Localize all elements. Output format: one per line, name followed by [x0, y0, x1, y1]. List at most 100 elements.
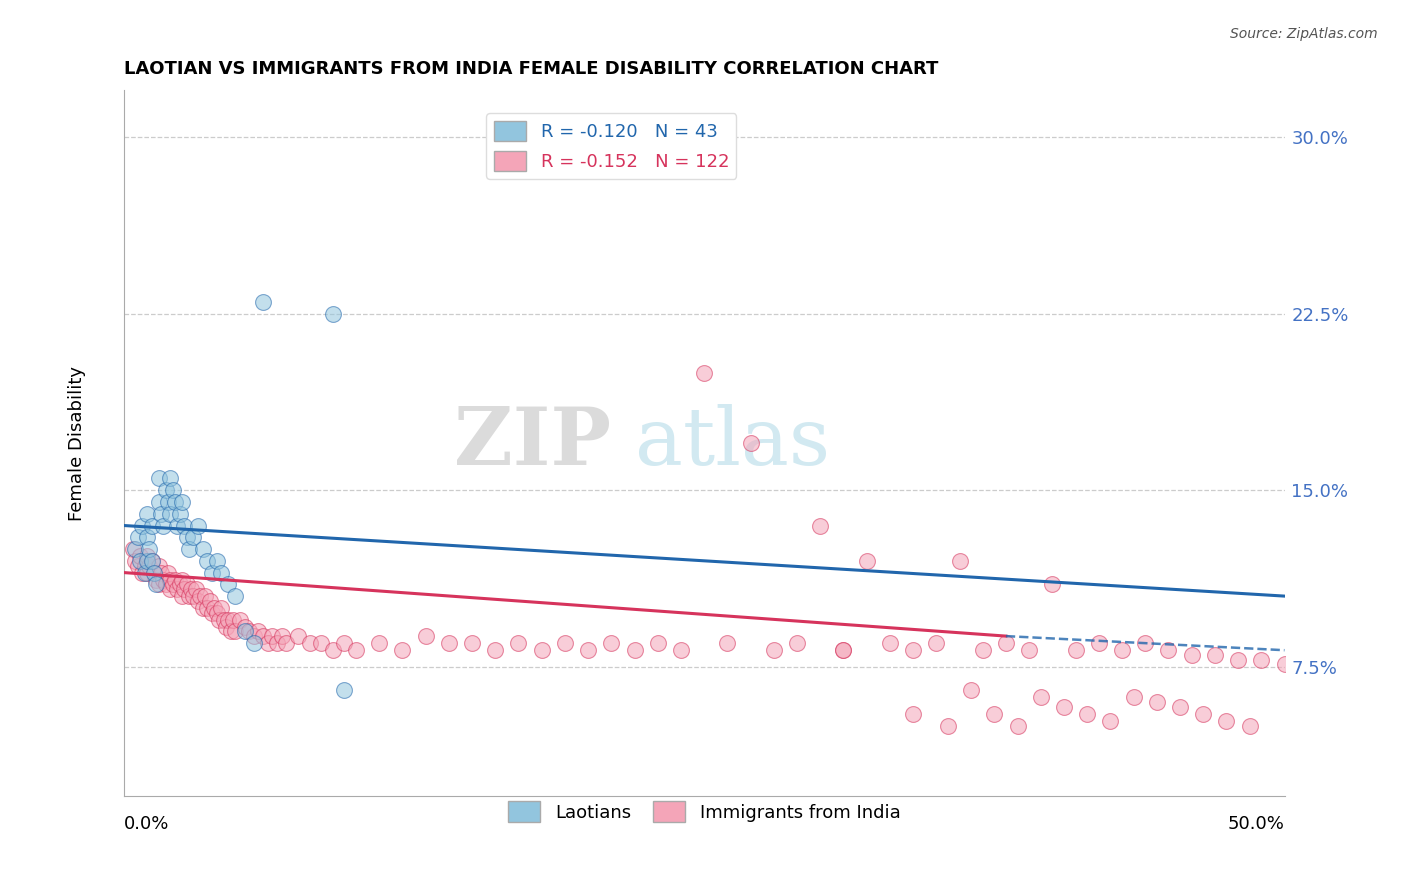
Point	[163, 573, 186, 587]
Point	[155, 577, 177, 591]
Point	[1215, 714, 1237, 728]
Point	[1250, 652, 1272, 666]
Point	[901, 643, 924, 657]
Point	[266, 636, 288, 650]
Point	[344, 643, 367, 657]
Point	[1053, 699, 1076, 714]
Point	[177, 589, 200, 603]
Point	[233, 620, 256, 634]
Point	[1204, 648, 1226, 662]
Point	[1018, 643, 1040, 657]
Point	[322, 307, 344, 321]
Point	[972, 643, 994, 657]
Point	[1029, 690, 1052, 705]
Text: 50.0%: 50.0%	[1227, 815, 1285, 833]
Point	[138, 542, 160, 557]
Point	[136, 530, 159, 544]
Text: Female Disability: Female Disability	[69, 366, 86, 521]
Point	[145, 577, 167, 591]
Point	[233, 624, 256, 639]
Point	[224, 589, 246, 603]
Point	[1064, 643, 1087, 657]
Point	[484, 643, 506, 657]
Point	[138, 558, 160, 573]
Point	[148, 495, 170, 509]
Point	[136, 554, 159, 568]
Point	[169, 507, 191, 521]
Point	[149, 566, 172, 580]
Point	[141, 518, 163, 533]
Point	[936, 718, 959, 732]
Point	[149, 507, 172, 521]
Point	[155, 483, 177, 498]
Point	[173, 582, 195, 596]
Point	[129, 549, 152, 563]
Point	[201, 606, 224, 620]
Point	[243, 629, 266, 643]
Point	[143, 566, 166, 580]
Point	[309, 636, 332, 650]
Point	[1157, 643, 1180, 657]
Point	[202, 600, 225, 615]
Point	[148, 471, 170, 485]
Point	[209, 566, 232, 580]
Point	[163, 495, 186, 509]
Point	[786, 636, 808, 650]
Point	[124, 542, 146, 557]
Point	[215, 620, 238, 634]
Point	[159, 582, 181, 596]
Point	[1111, 643, 1133, 657]
Point	[136, 566, 159, 580]
Point	[983, 706, 1005, 721]
Point	[134, 558, 156, 573]
Point	[131, 518, 153, 533]
Point	[262, 629, 284, 643]
Point	[136, 507, 159, 521]
Point	[162, 577, 184, 591]
Point	[180, 582, 202, 596]
Point	[600, 636, 623, 650]
Point	[176, 577, 198, 591]
Point	[208, 613, 231, 627]
Point	[159, 471, 181, 485]
Point	[217, 577, 239, 591]
Point	[252, 629, 274, 643]
Point	[333, 636, 356, 650]
Text: LAOTIAN VS IMMIGRANTS FROM INDIA FEMALE DISABILITY CORRELATION CHART: LAOTIAN VS IMMIGRANTS FROM INDIA FEMALE …	[124, 60, 938, 78]
Point	[183, 530, 205, 544]
Point	[762, 643, 785, 657]
Point	[124, 554, 146, 568]
Point	[127, 530, 149, 544]
Point	[170, 573, 193, 587]
Point	[647, 636, 669, 650]
Point	[576, 643, 599, 657]
Point	[368, 636, 391, 650]
Point	[1135, 636, 1157, 650]
Point	[187, 594, 209, 608]
Point	[623, 643, 645, 657]
Point	[141, 554, 163, 568]
Point	[141, 554, 163, 568]
Point	[530, 643, 553, 657]
Point	[554, 636, 576, 650]
Point	[256, 636, 278, 650]
Point	[173, 518, 195, 533]
Point	[1239, 718, 1261, 732]
Point	[194, 589, 217, 603]
Point	[1007, 718, 1029, 732]
Point	[252, 295, 274, 310]
Text: 0.0%: 0.0%	[124, 815, 169, 833]
Point	[156, 566, 179, 580]
Point	[166, 518, 188, 533]
Point	[127, 558, 149, 573]
Point	[808, 518, 831, 533]
Point	[201, 566, 224, 580]
Point	[669, 643, 692, 657]
Point	[1227, 652, 1250, 666]
Text: ZIP: ZIP	[454, 404, 612, 483]
Point	[238, 624, 260, 639]
Point	[156, 495, 179, 509]
Point	[205, 554, 228, 568]
Legend: Laotians, Immigrants from India: Laotians, Immigrants from India	[501, 794, 908, 830]
Point	[187, 518, 209, 533]
